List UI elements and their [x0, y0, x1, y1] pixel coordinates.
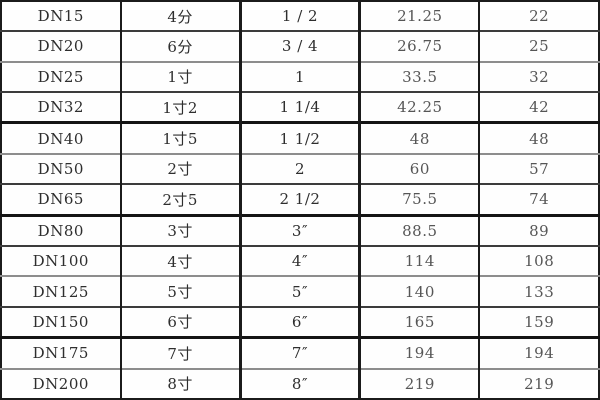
cell-outer-diameter-a: 48	[358, 122, 480, 154]
cell-inch-size: 4″	[238, 246, 360, 277]
cell-chinese-size: 3寸	[119, 215, 241, 247]
cell-inch-size: 7″	[238, 337, 360, 369]
cell-chinese-size: 1寸5	[119, 122, 241, 154]
table-row: DN25 1寸 1 33.5 32	[1, 61, 599, 92]
cell-dn-size: DN32	[37, 98, 84, 117]
cell-chinese-size: 8寸	[119, 368, 241, 399]
cell-outer-diameter-b: 42	[478, 91, 599, 123]
cell-dn-size: DN65	[37, 190, 84, 209]
cell-inch-size: 1 / 2	[238, 1, 360, 32]
table-row: DN32 1寸2 1 1/4 42.25 42	[1, 91, 599, 123]
cell-chinese-size: 2寸	[119, 153, 241, 185]
cell-inch-size: 2	[238, 153, 360, 185]
cell-outer-diameter-a: 60	[358, 153, 480, 185]
cell-dn-size: DN40	[37, 129, 84, 148]
table-row: DN50 2寸 2 60 57	[1, 153, 599, 185]
table-row: DN175 7寸 7″ 194 194	[1, 337, 599, 369]
cell-outer-diameter-b: 22	[478, 1, 599, 32]
cell-chinese-size: 7寸	[119, 337, 241, 369]
cell-inch-size: 3 / 4	[238, 31, 360, 62]
cell-outer-diameter-b: 89	[478, 215, 599, 247]
cell-outer-diameter-b: 57	[478, 153, 599, 185]
cell-dn-size: DN200	[32, 374, 89, 393]
table-row: DN65 2寸5 2 1/2 75.5 74	[1, 184, 599, 216]
cell-dn-size: DN125	[32, 282, 89, 301]
cell-outer-diameter-b: 32	[478, 61, 599, 92]
cell-inch-size: 1 1/4	[238, 91, 360, 123]
cell-chinese-size: 6分	[119, 31, 241, 62]
cell-outer-diameter-a: 114	[358, 246, 480, 277]
cell-outer-diameter-a: 21.25	[358, 1, 480, 32]
cell-dn-size: DN100	[32, 252, 89, 271]
cell-dn-size: DN20	[37, 37, 84, 56]
cell-outer-diameter-a: 26.75	[358, 31, 480, 62]
cell-outer-diameter-a: 33.5	[358, 61, 480, 92]
cell-chinese-size: 4分	[119, 1, 241, 32]
cell-outer-diameter-a: 75.5	[358, 184, 480, 216]
cell-outer-diameter-a: 194	[358, 337, 480, 369]
cell-outer-diameter-a: 219	[358, 368, 480, 399]
cell-chinese-size: 5寸	[119, 276, 241, 307]
cell-dn-size: DN15	[37, 7, 84, 26]
cell-outer-diameter-b: 48	[478, 122, 599, 154]
cell-outer-diameter-b: 133	[478, 276, 599, 307]
cell-outer-diameter-a: 42.25	[358, 91, 480, 123]
table-row: DN15 4分 1 / 2 21.25 22	[1, 1, 599, 32]
table-row: DN150 6寸 6″ 165 159	[1, 306, 599, 338]
cell-outer-diameter-b: 159	[478, 306, 599, 338]
cell-dn-size: DN175	[32, 344, 89, 363]
cell-outer-diameter-a: 140	[358, 276, 480, 307]
cell-outer-diameter-b: 25	[478, 31, 599, 62]
table-row: DN200 8寸 8″ 219 219	[1, 368, 599, 399]
cell-outer-diameter-b: 219	[478, 368, 599, 399]
cell-dn-size: DN50	[37, 159, 84, 178]
table-row: DN125 5寸 5″ 140 133	[1, 276, 599, 307]
cell-inch-size: 8″	[238, 368, 360, 399]
cell-chinese-size: 1寸	[119, 61, 241, 92]
cell-inch-size: 6″	[238, 306, 360, 338]
cell-inch-size: 3″	[238, 215, 360, 247]
table-row: DN40 1寸5 1 1/2 48 48	[1, 122, 599, 154]
cell-chinese-size: 6寸	[119, 306, 241, 338]
cell-outer-diameter-b: 108	[478, 246, 599, 277]
cell-inch-size: 1	[238, 61, 360, 92]
cell-chinese-size: 1寸2	[119, 91, 241, 123]
cell-inch-size: 2 1/2	[238, 184, 360, 216]
cell-dn-size: DN80	[37, 221, 84, 240]
cell-outer-diameter-b: 74	[478, 184, 599, 216]
cell-inch-size: 1 1/2	[238, 122, 360, 154]
cell-inch-size: 5″	[238, 276, 360, 307]
cell-chinese-size: 2寸5	[119, 184, 241, 216]
cell-outer-diameter-a: 88.5	[358, 215, 480, 247]
cell-dn-size: DN25	[37, 67, 84, 86]
table-row: DN80 3寸 3″ 88.5 89	[1, 215, 599, 247]
cell-outer-diameter-b: 194	[478, 337, 599, 369]
cell-outer-diameter-a: 165	[358, 306, 480, 338]
cell-chinese-size: 4寸	[119, 246, 241, 277]
table-row: DN20 6分 3 / 4 26.75 25	[1, 31, 599, 62]
cell-dn-size: DN150	[32, 312, 89, 331]
table-row: DN100 4寸 4″ 114 108	[1, 246, 599, 277]
